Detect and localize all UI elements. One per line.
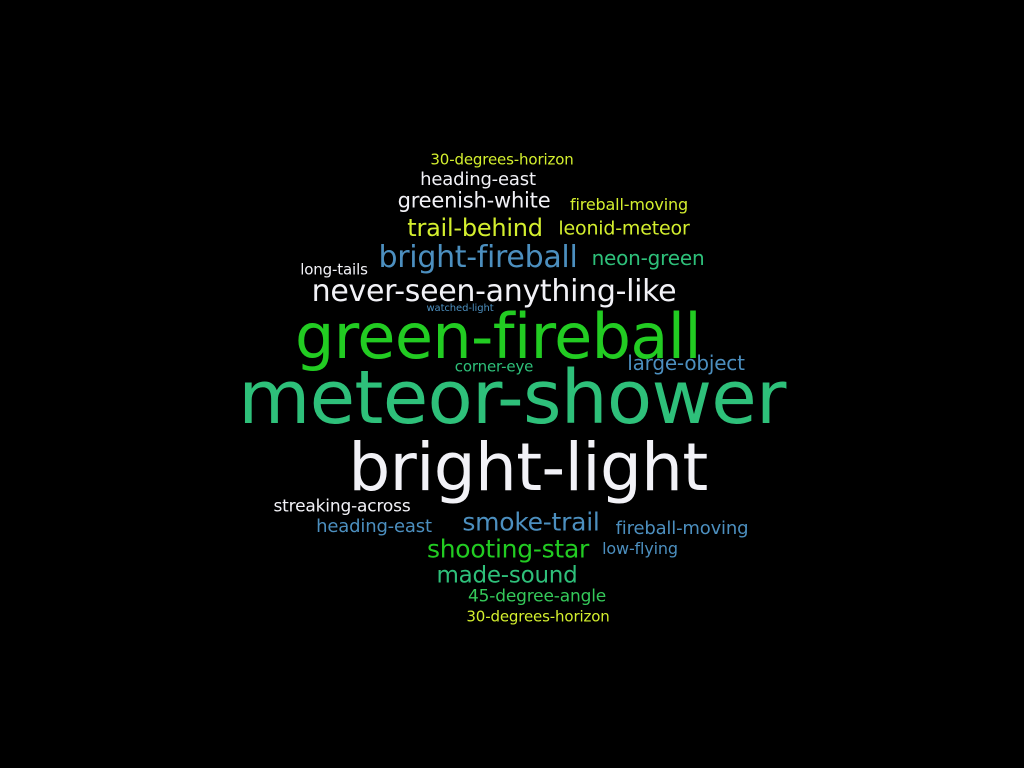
word-neon-green: neon-green [591, 246, 705, 270]
word-watched-light: watched-light [426, 303, 494, 314]
word-made-sound: made-sound [436, 562, 578, 589]
word-shooting-star: shooting-star [426, 534, 590, 564]
word-low-flying: low-flying [602, 539, 678, 558]
word-trail-behind: trail-behind [407, 214, 543, 242]
word-bright-fireball: bright-fireball [378, 240, 578, 275]
word-45-degree-angle: 45-degree-angle [467, 586, 607, 607]
word-heading-east-top: heading-east [420, 169, 536, 190]
word-corner-eye: corner-eye [454, 357, 534, 376]
word-bright-light: bright-light [348, 429, 708, 506]
word-large-object: large-object [627, 351, 745, 375]
word-heading-east-bottom: heading-east [316, 516, 432, 537]
word-smoke-trail: smoke-trail [462, 507, 600, 537]
word-never-seen-anything-like: never-seen-anything-like [311, 274, 677, 309]
word-long-tails: long-tails [300, 260, 368, 279]
word-meteor-shower: meteor-shower [238, 355, 786, 441]
word-greenish-white: greenish-white [397, 188, 551, 213]
word-fireball-moving-top: fireball-moving [570, 195, 688, 214]
word-green-fireball: green-fireball [295, 300, 702, 373]
word-streaking-across: streaking-across [273, 496, 411, 517]
word-leonid-meteor: leonid-meteor [558, 217, 690, 240]
word-30-degrees-horizon-bottom: 30-degrees-horizon [466, 607, 610, 626]
word-30-degrees-horizon-top: 30-degrees-horizon [430, 150, 574, 169]
word-fireball-moving-bottom: fireball-moving [615, 518, 749, 539]
